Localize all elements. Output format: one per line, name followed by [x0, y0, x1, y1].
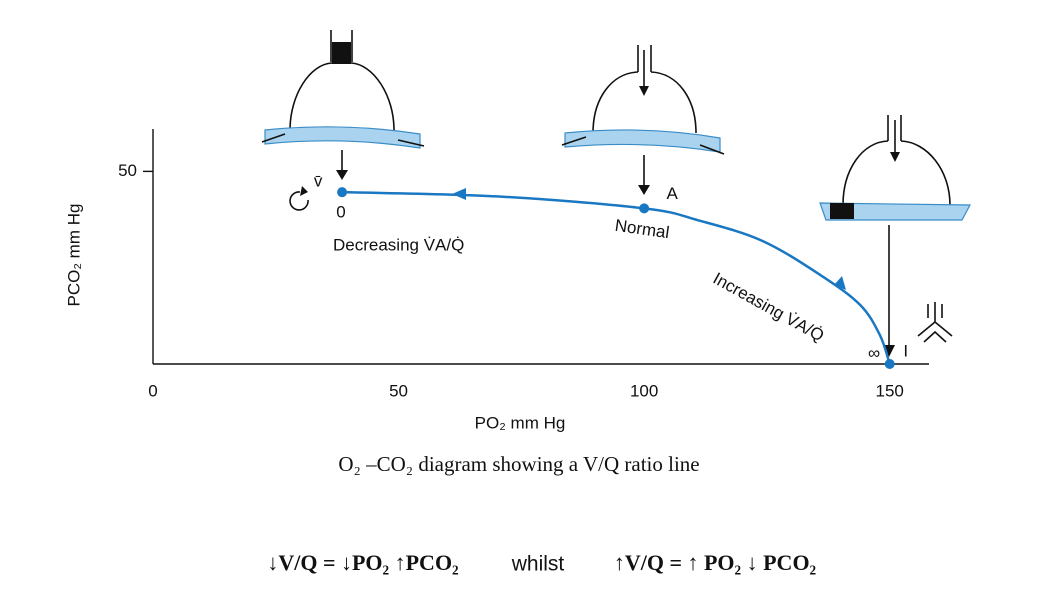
ratio-line [342, 190, 891, 365]
x-tick-label: 50 [389, 381, 408, 400]
alveolus-normal [561, 45, 725, 195]
curve-arrow [834, 276, 846, 290]
annotation: 0 [336, 202, 345, 221]
point [639, 203, 650, 214]
alveolus-dead-space [819, 115, 971, 357]
annotation: Increasing V̇A/Q̇ [710, 269, 827, 346]
formula-left: ↓V/Q = ↓PO₂ ↑PCO₂ [267, 550, 459, 575]
y-tick-label: 50 [118, 161, 137, 180]
y-axis-label: PCO₂ mm Hg [64, 204, 83, 307]
formula-whilst: whilst [511, 553, 565, 576]
point [337, 187, 348, 198]
x-tick-label: 0 [148, 381, 157, 400]
x-axis-label: PO₂ mm Hg [475, 413, 566, 432]
x-tick-label: 150 [876, 381, 904, 400]
point-label: v̄ [314, 172, 323, 191]
annotation: Normal [614, 216, 671, 242]
alveolus-shunt [261, 30, 425, 211]
caption: O₂ –CO₂ diagram showing a V/Q ratio line [338, 452, 699, 476]
formula-right: ↑V/Q = ↑ PO₂ ↓ PCO₂ [614, 550, 817, 575]
point-label: A [666, 184, 678, 203]
point [884, 359, 895, 369]
point-label: I [903, 341, 908, 360]
annotation: ∞ [868, 343, 880, 362]
annotation: Decreasing V̇A/Q̇ [333, 235, 464, 254]
x-tick-label: 100 [630, 381, 658, 400]
